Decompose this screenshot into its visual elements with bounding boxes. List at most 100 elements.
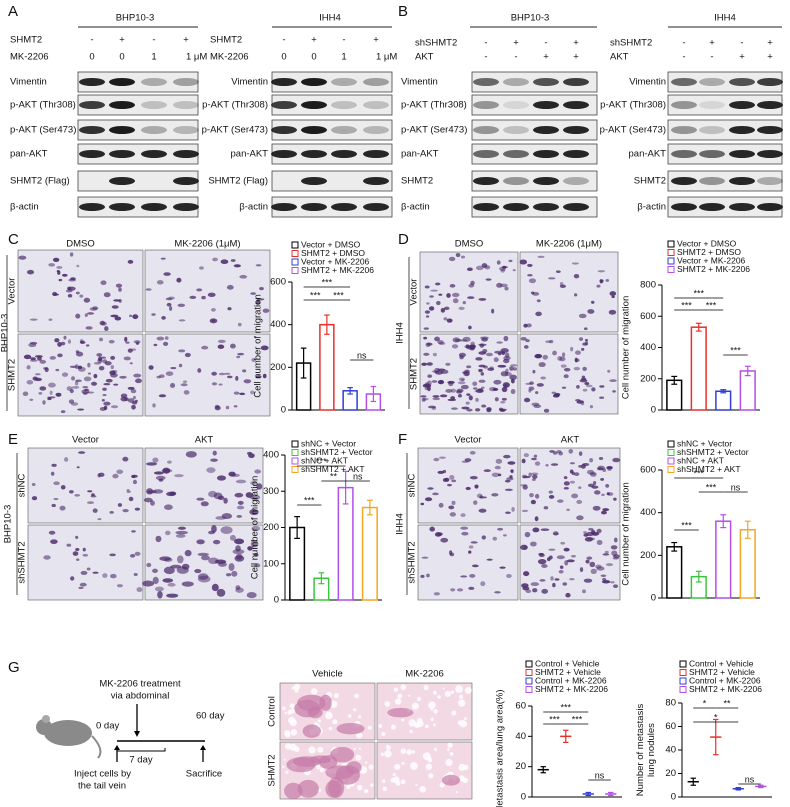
blot-band — [503, 101, 529, 109]
stained-cell — [85, 326, 93, 330]
stained-cell — [466, 365, 472, 369]
stained-cell — [83, 297, 91, 303]
stained-cell — [461, 406, 470, 410]
row-label: Control — [267, 696, 278, 727]
stained-cell — [70, 576, 75, 581]
stained-cell — [584, 536, 594, 542]
stained-cell — [505, 511, 511, 514]
blot-band — [503, 177, 529, 185]
lane-label: - — [152, 35, 155, 46]
stained-cell — [51, 503, 56, 508]
stained-cell — [235, 375, 239, 381]
blot-row-label: Vimentin — [629, 77, 666, 88]
stained-cell — [206, 467, 216, 474]
blot-strip — [271, 170, 393, 192]
alveolus — [390, 777, 396, 783]
arrow-head — [134, 731, 140, 737]
stained-cell — [548, 548, 556, 551]
stained-cell — [115, 283, 123, 288]
stained-cell — [85, 344, 90, 347]
stained-cell — [146, 562, 152, 568]
stained-cell — [478, 297, 487, 301]
stained-cell — [563, 486, 569, 490]
y-axis-label: Cell number of migration — [621, 482, 632, 586]
stained-cell — [576, 515, 584, 521]
stained-cell — [159, 556, 171, 561]
legend-label: shNC + AKT — [677, 455, 724, 465]
stained-cell — [174, 474, 184, 478]
stained-cell — [150, 500, 155, 506]
blot-band — [301, 126, 327, 134]
stained-cell — [211, 308, 216, 312]
stained-cell — [426, 385, 431, 392]
stained-cell — [226, 375, 233, 379]
alveolus — [458, 775, 465, 782]
stained-cell — [110, 405, 119, 409]
stained-cell — [256, 483, 263, 490]
significance-label: * — [714, 712, 718, 722]
panel-label: E — [8, 431, 18, 448]
metastasis — [297, 694, 326, 712]
mouse-head — [36, 719, 52, 735]
error-bar — [585, 791, 591, 797]
stained-cell — [134, 507, 141, 511]
stained-cell — [440, 537, 449, 543]
alveolus — [288, 716, 296, 724]
stained-cell — [93, 361, 101, 365]
stained-cell — [563, 481, 570, 486]
blot-band — [173, 203, 199, 211]
alveolus — [449, 752, 454, 756]
stained-cell — [576, 499, 583, 505]
schematic-text: 60 day — [196, 711, 225, 722]
alveolus — [281, 765, 285, 769]
stained-cell — [470, 541, 478, 544]
stained-cell — [552, 350, 557, 356]
stained-cell — [596, 528, 602, 534]
stained-cell — [211, 583, 219, 592]
stained-cell — [29, 359, 38, 362]
stained-cell — [67, 339, 72, 344]
stained-cell — [431, 406, 437, 410]
stained-cell — [50, 471, 55, 476]
stained-cell — [510, 469, 514, 473]
stained-cell — [527, 263, 533, 268]
bar — [739, 528, 756, 599]
stained-cell — [457, 381, 466, 385]
stained-cell — [129, 362, 133, 365]
alveolus — [400, 684, 407, 690]
stained-cell — [438, 456, 446, 459]
row-label: SHMT2 — [409, 358, 420, 390]
alveolus — [386, 744, 389, 748]
legend-swatch — [667, 466, 675, 473]
blot-band — [79, 150, 105, 158]
blot-band — [79, 78, 105, 86]
lane-label: 1 — [151, 52, 156, 63]
stained-cell — [583, 533, 589, 537]
alveolus — [464, 686, 472, 694]
y-tick-label: 400 — [263, 450, 279, 461]
stained-cell — [127, 259, 134, 264]
stained-cell — [587, 309, 595, 314]
stained-cell — [510, 389, 516, 395]
stained-cell — [228, 563, 235, 571]
stained-cell — [574, 350, 581, 355]
blot-row-label: Vimentin — [231, 77, 268, 88]
metastasis — [325, 780, 342, 798]
stained-cell — [494, 465, 501, 470]
blot-row-label: pan-AKT — [10, 149, 48, 160]
stained-cell — [494, 591, 501, 594]
stained-cell — [456, 390, 463, 394]
stained-cell — [468, 283, 475, 288]
blot-row-label: p-AKT (Thr308) — [600, 100, 666, 111]
stained-cell — [78, 451, 86, 454]
alveolus — [433, 723, 436, 727]
panel-label: A — [8, 3, 18, 20]
stained-cell — [232, 549, 245, 555]
y-tick-label: 600 — [640, 465, 656, 476]
stained-cell — [96, 353, 103, 357]
blot-row-label: p-AKT (Ser473) — [600, 125, 666, 136]
stained-cell — [460, 526, 469, 530]
stained-cell — [82, 553, 89, 557]
stained-cell — [91, 493, 95, 497]
stained-cell — [607, 466, 612, 471]
